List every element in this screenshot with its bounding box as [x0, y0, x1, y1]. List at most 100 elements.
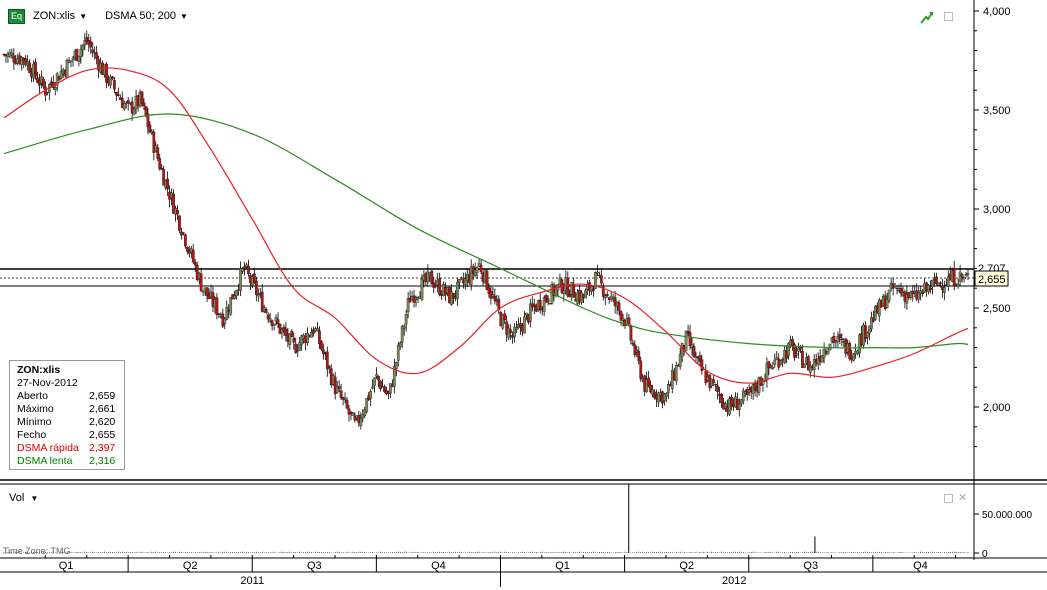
- candle-body[interactable]: [822, 348, 826, 358]
- candle-body[interactable]: [77, 55, 81, 62]
- candle-body[interactable]: [341, 397, 345, 400]
- candle-body[interactable]: [115, 91, 118, 96]
- candle-body[interactable]: [229, 297, 233, 315]
- candle-body[interactable]: [627, 317, 631, 324]
- candle-body[interactable]: [803, 364, 806, 368]
- candle-body[interactable]: [712, 379, 716, 383]
- candle-body[interactable]: [479, 265, 483, 272]
- candle-body[interactable]: [264, 309, 268, 313]
- candle-body[interactable]: [322, 349, 325, 354]
- candle-body[interactable]: [402, 325, 406, 329]
- candle-body[interactable]: [787, 343, 790, 357]
- trend-arrow-icon[interactable]: [920, 10, 934, 24]
- candle-body[interactable]: [840, 338, 844, 340]
- candle-body[interactable]: [631, 342, 635, 345]
- candle-body[interactable]: [12, 55, 16, 63]
- candle-body[interactable]: [327, 366, 331, 368]
- candle-body[interactable]: [637, 351, 641, 361]
- candle-body[interactable]: [239, 268, 242, 291]
- candle-body[interactable]: [887, 289, 891, 301]
- candle-body[interactable]: [300, 335, 304, 345]
- candle-body[interactable]: [377, 375, 380, 381]
- candle-body[interactable]: [852, 353, 856, 361]
- candle-body[interactable]: [318, 330, 321, 345]
- candle-body[interactable]: [337, 386, 341, 389]
- candle-body[interactable]: [180, 231, 183, 236]
- candle-body[interactable]: [769, 365, 773, 367]
- candle-body[interactable]: [178, 215, 181, 231]
- candle-body[interactable]: [674, 365, 678, 382]
- candle-body[interactable]: [193, 262, 197, 266]
- candle-body[interactable]: [797, 347, 800, 352]
- candle-body[interactable]: [116, 94, 120, 96]
- candle-body[interactable]: [191, 250, 195, 263]
- candle-body[interactable]: [156, 147, 160, 159]
- candle-body[interactable]: [497, 298, 501, 311]
- candle-body[interactable]: [243, 266, 246, 270]
- candle-body[interactable]: [404, 314, 408, 325]
- candle-body[interactable]: [964, 274, 968, 276]
- indicator-label[interactable]: DSMA 50; 200: [105, 10, 177, 22]
- candle-body[interactable]: [426, 271, 430, 283]
- candle-body[interactable]: [590, 286, 593, 292]
- candle-body[interactable]: [28, 62, 31, 73]
- candle-body[interactable]: [939, 282, 942, 284]
- candle-body[interactable]: [195, 264, 199, 280]
- candle-body[interactable]: [503, 313, 507, 321]
- candle-body[interactable]: [217, 313, 221, 315]
- candle-body[interactable]: [653, 391, 656, 398]
- candle-body[interactable]: [79, 48, 83, 57]
- candle-body[interactable]: [899, 288, 903, 294]
- candle-body[interactable]: [538, 299, 542, 311]
- candle-body[interactable]: [775, 357, 779, 360]
- candle-body[interactable]: [826, 351, 830, 354]
- candle-body[interactable]: [542, 297, 546, 312]
- candle-body[interactable]: [645, 379, 649, 392]
- candle-body[interactable]: [771, 367, 775, 369]
- candle-body[interactable]: [215, 297, 219, 315]
- candle-body[interactable]: [359, 418, 363, 426]
- candle-body[interactable]: [120, 98, 124, 108]
- candle-body[interactable]: [59, 71, 63, 79]
- candle-body[interactable]: [113, 80, 116, 90]
- candle-body[interactable]: [10, 52, 14, 56]
- slow-ma-line[interactable]: [3, 113, 969, 349]
- candle-body[interactable]: [432, 282, 436, 288]
- candle-body[interactable]: [848, 343, 852, 359]
- candle-body[interactable]: [272, 323, 276, 326]
- candle-body[interactable]: [737, 403, 741, 410]
- candle-body[interactable]: [408, 298, 412, 303]
- candle-body[interactable]: [280, 329, 284, 333]
- candle-body[interactable]: [339, 390, 343, 398]
- candle-body[interactable]: [109, 76, 112, 86]
- candle-body[interactable]: [684, 330, 688, 351]
- candle-body[interactable]: [347, 408, 351, 415]
- candle-body[interactable]: [434, 285, 438, 287]
- candle-body[interactable]: [389, 383, 392, 394]
- candle-body[interactable]: [872, 318, 875, 322]
- candle-body[interactable]: [806, 356, 810, 371]
- candle-body[interactable]: [513, 326, 516, 337]
- candle-body[interactable]: [548, 303, 552, 305]
- candle-body[interactable]: [438, 278, 442, 295]
- candle-body[interactable]: [363, 409, 367, 417]
- candle-body[interactable]: [905, 294, 909, 304]
- candle-body[interactable]: [343, 398, 347, 400]
- candle-body[interactable]: [562, 290, 566, 295]
- candle-body[interactable]: [111, 76, 114, 80]
- candle-body[interactable]: [724, 403, 727, 409]
- candle-body[interactable]: [146, 113, 150, 128]
- candle-body[interactable]: [621, 318, 625, 321]
- candle-body[interactable]: [95, 52, 99, 59]
- candle-body[interactable]: [667, 384, 670, 393]
- candle-body[interactable]: [544, 295, 548, 302]
- candle-body[interactable]: [763, 380, 767, 382]
- candle-body[interactable]: [931, 279, 934, 288]
- candle-body[interactable]: [152, 131, 156, 153]
- candle-body[interactable]: [690, 344, 694, 349]
- candle-body[interactable]: [316, 328, 319, 331]
- candle-body[interactable]: [463, 278, 467, 285]
- candle-body[interactable]: [639, 360, 643, 380]
- candle-body[interactable]: [767, 361, 771, 369]
- symbol-label[interactable]: ZON:xlis: [33, 10, 76, 22]
